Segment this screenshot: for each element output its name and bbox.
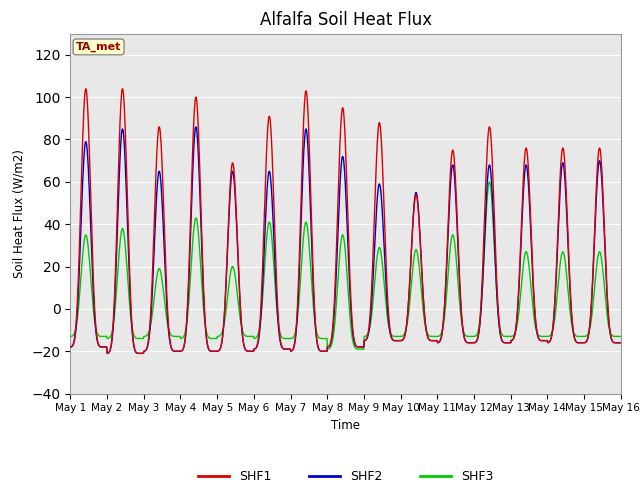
SHF3: [617, 334, 625, 339]
Y-axis label: Soil Heat Flux (W/m2): Soil Heat Flux (W/m2): [13, 149, 26, 278]
SHF2: [176, 348, 184, 354]
SHF3: [250, 336, 258, 341]
SHF1: [189, 123, 197, 129]
SHF2: [617, 340, 625, 346]
Title: Alfalfa Soil Heat Flux: Alfalfa Soil Heat Flux: [260, 11, 431, 29]
SHF1: [552, 271, 560, 276]
Line: SHF1: SHF1: [70, 89, 621, 353]
SHF1: [252, 346, 259, 351]
SHF1: [67, 344, 74, 350]
SHF3: [486, 179, 493, 185]
X-axis label: Time: Time: [331, 419, 360, 432]
SHF3: [357, 346, 365, 352]
SHF3: [431, 334, 439, 339]
SHF1: [177, 348, 184, 354]
SHF2: [67, 344, 74, 350]
SHF1: [432, 338, 440, 344]
SHF2: [552, 276, 560, 282]
SHF3: [552, 303, 560, 309]
SHF1: [118, 86, 126, 92]
SHF1: [137, 350, 145, 356]
SHF3: [175, 334, 183, 339]
Line: SHF3: SHF3: [70, 182, 621, 349]
SHF3: [504, 334, 511, 339]
SHF3: [189, 238, 196, 244]
Text: TA_met: TA_met: [76, 42, 121, 52]
SHF2: [504, 340, 511, 346]
SHF2: [137, 350, 145, 356]
Line: SHF2: SHF2: [70, 127, 621, 353]
SHF2: [252, 346, 259, 352]
SHF3: [67, 334, 74, 339]
SHF2: [432, 338, 440, 344]
SHF2: [192, 124, 200, 130]
Legend: SHF1, SHF2, SHF3: SHF1, SHF2, SHF3: [193, 465, 499, 480]
SHF1: [504, 340, 511, 346]
SHF1: [617, 340, 625, 346]
SHF2: [189, 158, 197, 164]
